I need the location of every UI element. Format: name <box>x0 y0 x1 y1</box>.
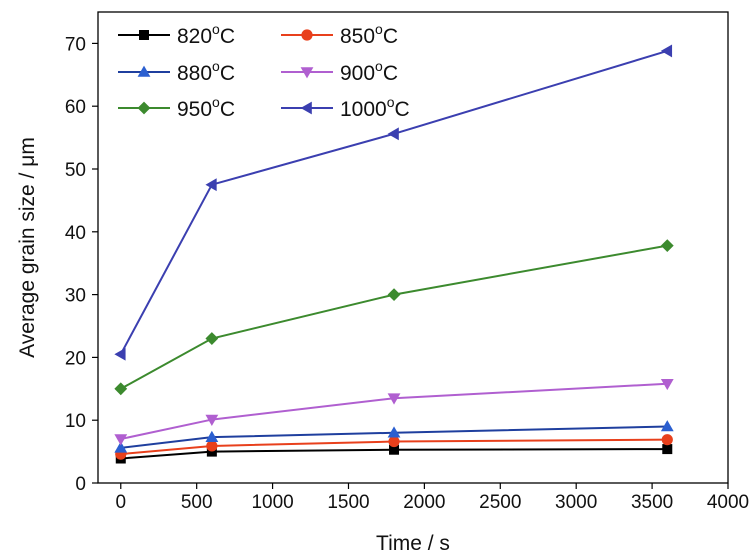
axes-layer: 0 500 1000 1500 2000 2500 3000 3500 4000 0 10 20 30 4… <box>65 11 749 513</box>
data-point-950-0 <box>114 382 128 396</box>
y-tick-label: 20 <box>65 348 86 369</box>
legend-swatch-marker <box>300 67 314 79</box>
y-tick-label: 40 <box>65 223 86 244</box>
y-tick-label: 10 <box>65 411 86 432</box>
series-layer <box>114 44 674 464</box>
data-point-820-3600 <box>662 444 673 455</box>
legend-label: 1000oC <box>340 94 410 121</box>
x-tick-label: 3000 <box>555 492 597 513</box>
legend-item-900: 900oC <box>281 58 398 85</box>
legend-item-950: 950oC <box>118 94 235 121</box>
series-line-850 <box>120 438 668 456</box>
data-point-880-1800 <box>387 426 401 438</box>
series-line-880 <box>120 425 668 449</box>
series-line-900 <box>120 382 668 441</box>
legend-label: 900oC <box>340 58 398 85</box>
data-point-950-600 <box>205 332 219 345</box>
legend-item-880: 880oC <box>118 58 235 85</box>
plot-background <box>98 12 728 483</box>
series-line-1000 <box>119 49 668 355</box>
data-point-850-3600 <box>661 434 673 446</box>
x-tick-label: 4000 <box>707 492 749 513</box>
x-tick-label: 0 <box>115 492 126 513</box>
legend-label: 880oC <box>177 58 235 85</box>
data-point-900-0 <box>114 434 128 446</box>
series-850 <box>115 434 673 460</box>
legend-label: 950oC <box>177 94 235 121</box>
data-point-950-1800 <box>387 288 401 301</box>
y-tick-label: 70 <box>65 34 86 55</box>
legend-swatch-marker <box>137 65 151 77</box>
data-point-820-1800 <box>389 444 400 455</box>
x-tick-label: 3500 <box>631 492 673 513</box>
data-point-900-1800 <box>387 393 401 405</box>
data-point-900-600 <box>205 414 219 426</box>
legend-swatch-marker <box>300 101 312 115</box>
legend-label: 820oC <box>177 21 235 48</box>
legend-item-850: 850oC <box>281 21 398 48</box>
data-point-1000-600 <box>205 178 217 192</box>
data-point-880-0 <box>114 441 128 453</box>
data-point-1000-1800 <box>387 127 399 141</box>
data-point-1000-3600 <box>660 44 673 58</box>
legend: 820oC 850oC 880oC 900oC 950oC 1000oC <box>118 21 410 121</box>
x-tick-label: 2500 <box>479 492 521 513</box>
data-point-880-600 <box>205 430 219 442</box>
legend-item-820: 820oC <box>118 21 235 48</box>
y-tick-label: 50 <box>65 160 86 181</box>
data-point-950-3600 <box>660 239 674 253</box>
x-tick-label: 1000 <box>251 492 293 513</box>
x-tick-label: 1500 <box>327 492 369 513</box>
series-950 <box>114 239 674 396</box>
data-point-820-600 <box>206 446 217 457</box>
x-axis-title: Time / s <box>376 532 450 555</box>
series-1000 <box>114 44 673 361</box>
data-point-900-3600 <box>660 378 674 391</box>
y-tick-label: 0 <box>75 474 86 495</box>
legend-swatch-marker <box>139 30 149 40</box>
plot-area <box>98 12 728 483</box>
y-axis-title: Average grain size / μm <box>16 137 39 358</box>
x-tick-label: 2000 <box>403 492 445 513</box>
legend-swatch-marker <box>301 29 313 41</box>
data-point-850-1800 <box>388 435 400 448</box>
data-point-1000-0 <box>114 347 126 361</box>
data-point-880-3600 <box>660 420 674 432</box>
legend-item-1000: 1000oC <box>281 94 410 121</box>
legend-label: 850oC <box>340 21 398 48</box>
series-900 <box>114 378 674 446</box>
series-880 <box>114 420 674 453</box>
legend-swatch-marker <box>137 101 151 115</box>
data-point-850-600 <box>206 440 218 452</box>
series-line-820 <box>120 448 668 460</box>
plot-frame <box>97 11 729 484</box>
y-tick-label: 30 <box>65 286 86 307</box>
series-line-950 <box>120 244 668 390</box>
y-tick-label: 60 <box>65 97 86 118</box>
x-tick-label: 500 <box>181 492 213 513</box>
